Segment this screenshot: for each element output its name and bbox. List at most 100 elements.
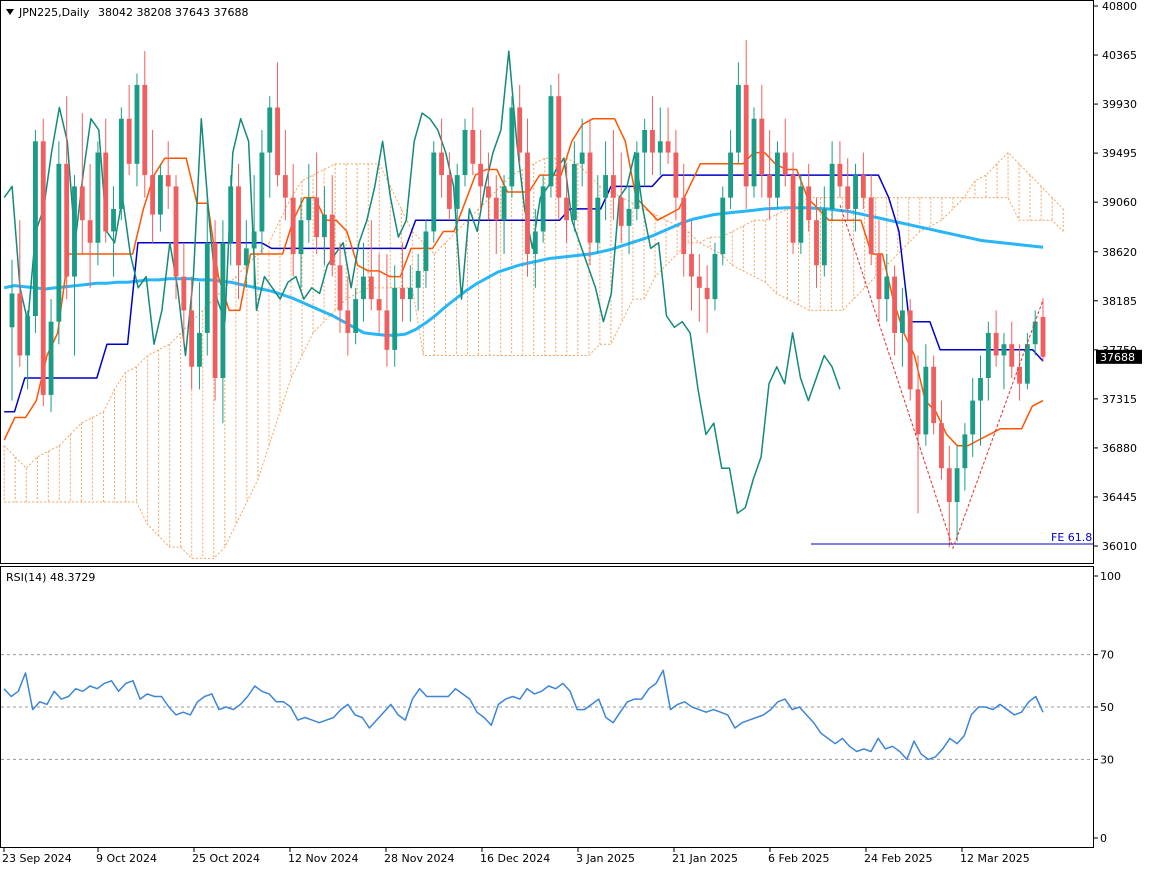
candle-down [236, 186, 241, 266]
candle-up [353, 299, 359, 333]
candle-down [189, 310, 195, 367]
candle-down [87, 220, 93, 243]
candle-down [790, 175, 796, 243]
candle-up [1001, 344, 1007, 356]
chikou-path [3, 50, 841, 515]
candle-up [962, 434, 968, 469]
main-panel-frame [0, 0, 1094, 564]
chikou-span-line [3, 50, 841, 515]
candle-up [298, 220, 304, 255]
candle-up [884, 276, 890, 300]
time-tick-label: 24 Feb 2025 [864, 852, 932, 865]
price-tick-label: 38185 [1102, 295, 1137, 308]
candle-down [993, 332, 999, 356]
candle-up [134, 84, 140, 164]
candle-up [111, 208, 116, 232]
candle-up [25, 316, 31, 356]
candle-down [79, 186, 85, 221]
candle-down [767, 175, 773, 198]
time-tick-label: 3 Jan 2025 [576, 852, 635, 865]
candle-down [478, 163, 484, 187]
candle-down [439, 152, 445, 176]
candle-up [954, 468, 960, 503]
candle-down [587, 152, 593, 243]
candle-down [931, 366, 937, 424]
candle-down [743, 84, 749, 187]
candle-down [650, 130, 655, 153]
collapse-triangle-icon[interactable] [6, 9, 14, 15]
time-tick-label: 12 Mar 2025 [960, 852, 1030, 865]
candle-down [681, 197, 687, 255]
candle-up [775, 152, 780, 198]
candle-down [275, 107, 280, 176]
candle-down [665, 141, 671, 153]
candle-down [314, 197, 320, 238]
candle-down [329, 214, 335, 266]
fibonacci-expansion: FE 61.8 [811, 204, 1094, 550]
candle-down [806, 186, 812, 221]
candle-down [868, 197, 874, 255]
candle-up [1032, 321, 1038, 345]
candle-down [446, 175, 452, 209]
candle-down [150, 175, 156, 215]
candle-up [603, 175, 609, 198]
candle-down [946, 468, 952, 503]
time-tick-label: 23 Sep 2024 [2, 852, 72, 865]
candle-up [72, 186, 77, 277]
candle-down [782, 152, 788, 176]
rsi-tick-label: 50 [1100, 701, 1114, 714]
candle-down [907, 310, 913, 390]
candle-down [103, 152, 109, 232]
time-tick-label: 28 Nov 2024 [384, 852, 454, 865]
candle-down [939, 423, 944, 469]
rsi-panel: RSI(14) 48.3729 [0, 566, 1094, 848]
candle-down [337, 265, 343, 311]
candle-down [618, 197, 624, 226]
candle-down [845, 186, 851, 209]
ohlc-values: 38042 38208 37643 37688 [98, 6, 248, 19]
candle-up [923, 366, 929, 435]
rsi-tick-label: 30 [1100, 753, 1114, 766]
price-tick-label: 39060 [1102, 196, 1137, 209]
candle-up [595, 197, 601, 243]
rsi-path [3, 669, 1044, 761]
candle-down [173, 186, 179, 277]
time-tick-label: 9 Oct 2024 [96, 852, 157, 865]
candle-up [56, 163, 62, 322]
fe-level-label: FE 61.8 [1051, 531, 1092, 544]
candle-up [532, 231, 538, 255]
fe-dashed-path [839, 204, 1044, 550]
price-tick-label: 39930 [1102, 98, 1137, 111]
rsi-axis: 100 70 50 30 0 [1094, 570, 1121, 845]
candle-up [657, 141, 663, 153]
candle-down [345, 310, 351, 333]
candle-down [517, 107, 523, 153]
candle-up [751, 118, 757, 187]
candle-up [361, 276, 366, 300]
price-tick-label: 38620 [1102, 246, 1137, 259]
candle-up [579, 152, 585, 164]
candle-up [571, 163, 577, 221]
candle-down [876, 254, 882, 300]
candle-down [290, 197, 296, 255]
candle-down [181, 276, 187, 311]
time-tick-label: 25 Oct 2024 [192, 852, 260, 865]
candle-down [64, 163, 70, 277]
candle-up [228, 186, 234, 243]
candle-up [243, 248, 249, 266]
candle-up [95, 152, 101, 243]
candle-down [486, 186, 491, 198]
candle-up [431, 152, 437, 232]
candle-down [212, 242, 218, 379]
candle-down [704, 287, 710, 300]
candle-up [821, 208, 827, 266]
time-tick-label: 16 Dec 2024 [480, 852, 550, 865]
candle-down [282, 175, 288, 198]
candle-down [673, 152, 679, 198]
candle-up [423, 231, 429, 271]
candle-up [157, 175, 163, 215]
candle-down [915, 389, 921, 435]
candle-down [696, 276, 702, 288]
candle-up [509, 107, 515, 187]
